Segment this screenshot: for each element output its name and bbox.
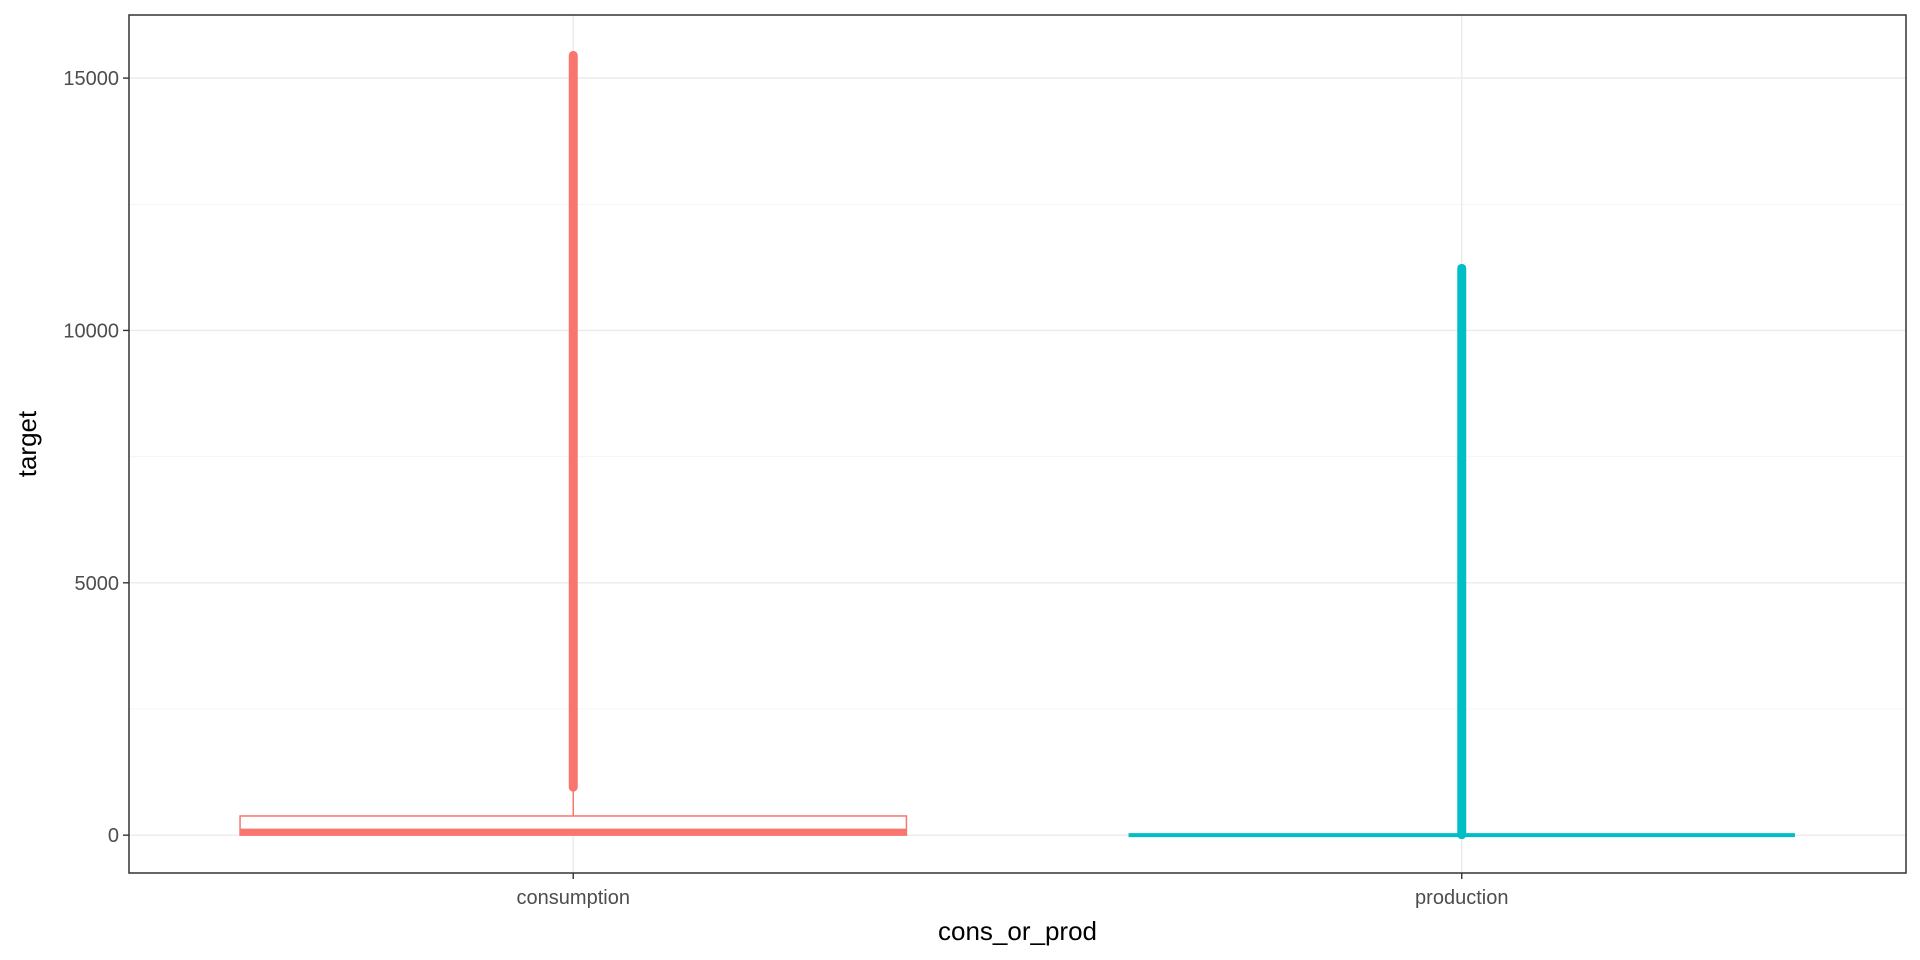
- box-production: [1128, 263, 1795, 840]
- box-lower-fill: [240, 830, 907, 836]
- box-consumption: [239, 50, 908, 836]
- box-series: [239, 50, 1795, 840]
- x-tick-label: consumption: [517, 887, 630, 909]
- x-tick-label: production: [1415, 887, 1508, 909]
- x-axis: consumption production: [517, 873, 1508, 909]
- y-tick-label: 15000: [63, 68, 119, 90]
- y-axis-title: target: [12, 410, 42, 477]
- y-tick-label: 10000: [63, 320, 119, 342]
- y-tick-label: 0: [108, 825, 119, 847]
- plot-panel-border: [128, 14, 1907, 874]
- y-axis: 0 5000 10000 15000: [63, 68, 129, 847]
- x-axis-title: cons_or_prod: [938, 916, 1097, 946]
- y-tick-label: 5000: [75, 573, 120, 595]
